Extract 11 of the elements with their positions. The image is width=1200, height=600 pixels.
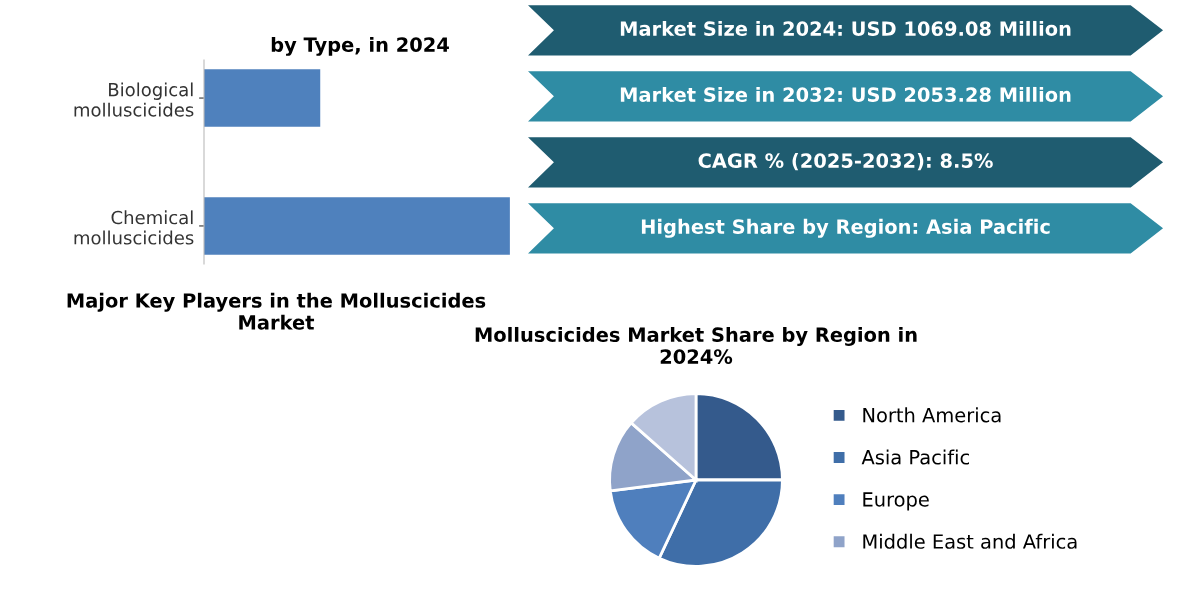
y-tick-label: Biological molluscicides [74, 82, 194, 117]
text: Highest Share by Region: Asia Pacific [641, 218, 1050, 238]
y-tick-label: Chemical molluscicides [74, 210, 194, 245]
text: Market Size in 2024: USD 1069.08 Million [620, 20, 1071, 36]
legend-label: North America [863, 407, 1001, 423]
text: Market Size in 2032: USD 2053.28 Million [620, 86, 1071, 102]
legend-label: Asia Pacific [861, 449, 969, 465]
legend-label: Europe [863, 492, 929, 511]
chart-title: by Type, in 2024 [271, 36, 449, 56]
legend-label: Middle East and Africa [863, 533, 1077, 549]
text: CAGR % (2025-2032): 8.5% [698, 152, 993, 171]
